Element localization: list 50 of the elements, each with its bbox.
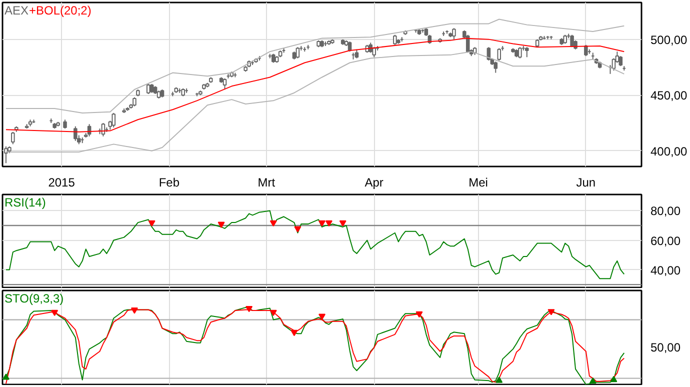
candlestick <box>296 46 300 59</box>
series-label: STO(9,3,3) <box>4 292 64 306</box>
line-series <box>5 51 625 152</box>
candlestick <box>452 28 456 40</box>
point <box>130 308 138 314</box>
line-series <box>5 38 625 132</box>
x-tick-label: Jun <box>576 176 596 190</box>
point <box>2 374 10 380</box>
point <box>51 310 58 316</box>
text: RSI(14) <box>4 196 46 210</box>
candlestick <box>618 56 623 67</box>
y-tick-label: 500,00 <box>650 32 688 47</box>
point <box>589 377 596 384</box>
text: +BOL(20;2) <box>28 4 92 18</box>
x-tick-label: Apr <box>364 176 384 190</box>
candlestick <box>4 146 8 164</box>
point <box>610 376 618 382</box>
point <box>318 314 326 320</box>
point <box>548 309 555 316</box>
point <box>496 376 503 383</box>
candlestick <box>372 46 376 58</box>
candlestick <box>74 126 78 142</box>
candlestick <box>494 61 498 74</box>
candlestick <box>11 131 15 145</box>
point <box>246 306 253 312</box>
text: 50,00 <box>650 340 681 354</box>
candlestick <box>584 44 588 57</box>
y-tick-label: 450,00 <box>650 88 688 103</box>
candlestick <box>570 34 574 48</box>
y-tick-label: 80,00 <box>650 204 681 218</box>
x-tick-label: Mei <box>468 176 488 190</box>
candlestick <box>393 34 397 46</box>
candlestick <box>222 78 227 90</box>
point <box>290 330 298 336</box>
point <box>270 310 277 316</box>
candlestick <box>146 83 150 94</box>
text: AEX <box>4 4 29 18</box>
candlestick <box>525 46 529 58</box>
y-tick-label: 40,00 <box>650 263 681 278</box>
line-series <box>5 210 625 280</box>
x-tick-label: Mrt <box>258 176 276 190</box>
candlestick <box>112 112 116 128</box>
y-tick-label: 400,00 <box>650 144 688 158</box>
candlestick <box>497 48 502 62</box>
y-tick-label: 60,00 <box>650 234 681 248</box>
x-tick-label: 2015 <box>48 176 76 190</box>
line-series <box>5 18 625 114</box>
candlestick <box>518 46 522 59</box>
point <box>416 311 423 318</box>
x-tick-label: Feb <box>158 176 180 190</box>
